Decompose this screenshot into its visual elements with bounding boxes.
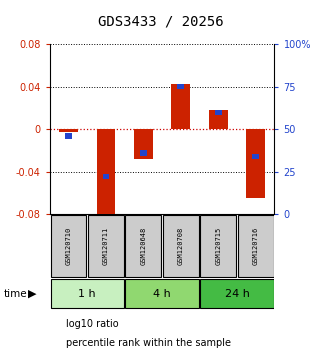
Bar <box>252 154 259 159</box>
Bar <box>215 110 221 115</box>
Bar <box>88 216 124 276</box>
Text: 24 h: 24 h <box>225 289 249 299</box>
Text: percentile rank within the sample: percentile rank within the sample <box>66 338 231 348</box>
Bar <box>200 280 274 308</box>
Bar <box>140 150 147 156</box>
Text: 1 h: 1 h <box>78 289 96 299</box>
Text: GSM120716: GSM120716 <box>253 227 259 265</box>
Bar <box>200 216 236 276</box>
Text: log10 ratio: log10 ratio <box>66 319 119 329</box>
Bar <box>209 110 228 129</box>
Bar <box>126 216 161 276</box>
Bar <box>134 129 153 159</box>
Bar <box>238 216 274 276</box>
Bar <box>171 84 190 129</box>
Text: GSM120708: GSM120708 <box>178 227 184 265</box>
Bar <box>178 84 184 89</box>
Bar <box>97 129 115 225</box>
Bar <box>163 216 199 276</box>
Bar <box>126 280 199 308</box>
Text: time: time <box>3 289 27 299</box>
Bar <box>59 129 78 132</box>
Bar <box>103 174 109 179</box>
Text: GSM120648: GSM120648 <box>140 227 146 265</box>
Text: GSM120710: GSM120710 <box>65 227 72 265</box>
Text: GSM120711: GSM120711 <box>103 227 109 265</box>
Bar <box>247 129 265 198</box>
Text: 4 h: 4 h <box>153 289 171 299</box>
Bar <box>50 280 124 308</box>
Text: ▶: ▶ <box>28 289 36 299</box>
Text: GDS3433 / 20256: GDS3433 / 20256 <box>98 14 223 28</box>
Text: GSM120715: GSM120715 <box>215 227 221 265</box>
Bar <box>50 216 86 276</box>
Bar <box>65 133 72 139</box>
